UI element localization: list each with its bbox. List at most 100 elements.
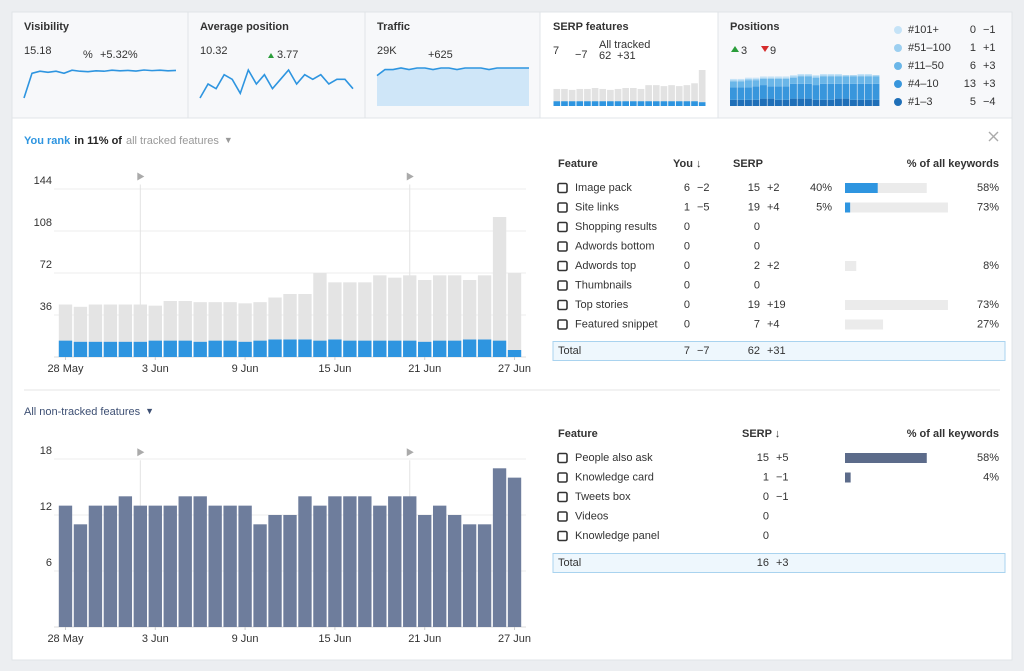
- metric-sub-change: +31: [617, 50, 636, 62]
- title-part: All non-tracked features: [24, 406, 141, 418]
- stacked-bar: [752, 86, 760, 100]
- y-tick-label: 144: [34, 175, 52, 187]
- bar: [148, 505, 162, 627]
- close-button[interactable]: [988, 131, 999, 142]
- stacked-bar: [857, 76, 865, 84]
- metric-label: Positions: [730, 21, 780, 33]
- bar: [432, 340, 447, 357]
- mini-bar: [637, 101, 645, 106]
- bar: [358, 340, 372, 357]
- metric-value: 29K: [377, 45, 397, 57]
- bar: [298, 339, 312, 357]
- bar: [388, 340, 402, 357]
- table-header: SERP ↓: [742, 428, 780, 440]
- bar: [328, 339, 342, 357]
- down-arrow: [761, 46, 769, 52]
- cell-change: +31: [767, 345, 786, 357]
- stacked-bar: [790, 76, 797, 78]
- metric-value: 7: [553, 45, 559, 57]
- card: [11, 11, 189, 119]
- pct-bar-bg: [845, 261, 857, 271]
- stacked-bar: [782, 99, 790, 106]
- mini-bar: [630, 88, 637, 106]
- mini-bar: [668, 101, 675, 106]
- mini-bar: [599, 101, 607, 106]
- title-part: You rank: [24, 135, 71, 147]
- cell-serp: 0: [754, 240, 760, 252]
- legend-label: #101+: [908, 24, 939, 36]
- cell-change: −7: [697, 345, 710, 357]
- stacked-bar: [760, 85, 767, 99]
- mini-bar: [675, 86, 683, 106]
- pct-you-label: 5%: [816, 201, 832, 213]
- mini-bar: [568, 89, 576, 106]
- legend-change: −4: [983, 96, 996, 108]
- stacked-bar: [865, 75, 872, 77]
- cell-serp: 19: [748, 201, 760, 213]
- dropdown-caret: ▼: [224, 135, 233, 145]
- mini-bar: [691, 83, 698, 106]
- cell-serp: 0: [763, 510, 769, 522]
- bar: [58, 505, 73, 627]
- feature-name: Site links: [575, 201, 620, 213]
- bar: [193, 496, 207, 627]
- stacked-bar: [782, 86, 790, 100]
- feature-icon: [557, 299, 568, 311]
- bar: [507, 273, 522, 357]
- bar: [477, 339, 492, 357]
- stacked-bar: [782, 76, 790, 78]
- stacked-bar: [745, 80, 752, 88]
- annotation-flag: [406, 172, 414, 181]
- mini-bar: [622, 88, 629, 106]
- mini-bar: [614, 101, 622, 106]
- legend-change: +3: [983, 78, 996, 90]
- legend-label: #11–50: [908, 60, 944, 72]
- stacked-bar: [835, 74, 842, 76]
- legend-swatch: [894, 26, 902, 34]
- cell-you: 0: [684, 299, 690, 311]
- pct-bar-bg: [845, 202, 948, 213]
- bar: [432, 275, 447, 357]
- cell-you: 7: [684, 345, 690, 357]
- cell-change: +5: [776, 452, 789, 464]
- feature-name: Top stories: [575, 299, 629, 311]
- stacked-bar: [767, 77, 775, 79]
- bar: [178, 496, 192, 627]
- legend-count: 13: [964, 78, 976, 90]
- stacked-bar: [760, 98, 767, 106]
- feature-name: Total: [558, 557, 581, 569]
- mini-bar: [553, 101, 561, 106]
- bar: [238, 341, 252, 357]
- y-tick-label: 108: [34, 217, 52, 229]
- bar: [268, 339, 282, 357]
- feature-name: Adwords top: [575, 260, 636, 272]
- stacked-bar: [782, 77, 790, 79]
- section-title[interactable]: All non-tracked features ▼: [24, 406, 154, 418]
- stacked-bar: [842, 75, 850, 77]
- sparkline: [199, 68, 354, 99]
- stacked-bar: [812, 75, 820, 77]
- stacked-bar: [760, 77, 767, 79]
- stacked-bar: [775, 77, 782, 79]
- mini-bar: [591, 88, 599, 106]
- stacked-bar: [842, 83, 850, 99]
- stacked-bar: [767, 76, 775, 78]
- legend-label: #51–100: [908, 42, 951, 54]
- pct-bar-bg: [845, 183, 927, 193]
- cell-serp: 0: [754, 221, 760, 233]
- stacked-bar: [782, 78, 790, 87]
- stacked-bar: [872, 99, 880, 106]
- stacked-bar: [797, 75, 805, 77]
- section-title[interactable]: You rank in 11% of all tracked features ▼: [24, 135, 233, 147]
- mini-bar: [607, 101, 614, 106]
- cell-serp: 0: [763, 491, 769, 503]
- sparkline: [23, 69, 177, 99]
- stacked-bar: [775, 76, 782, 78]
- bar: [358, 282, 372, 357]
- bar: [88, 505, 103, 627]
- stacked-bar: [805, 75, 812, 77]
- stacked-bar: [850, 75, 857, 77]
- mini-bar: [652, 101, 660, 106]
- table-header: SERP: [733, 158, 763, 170]
